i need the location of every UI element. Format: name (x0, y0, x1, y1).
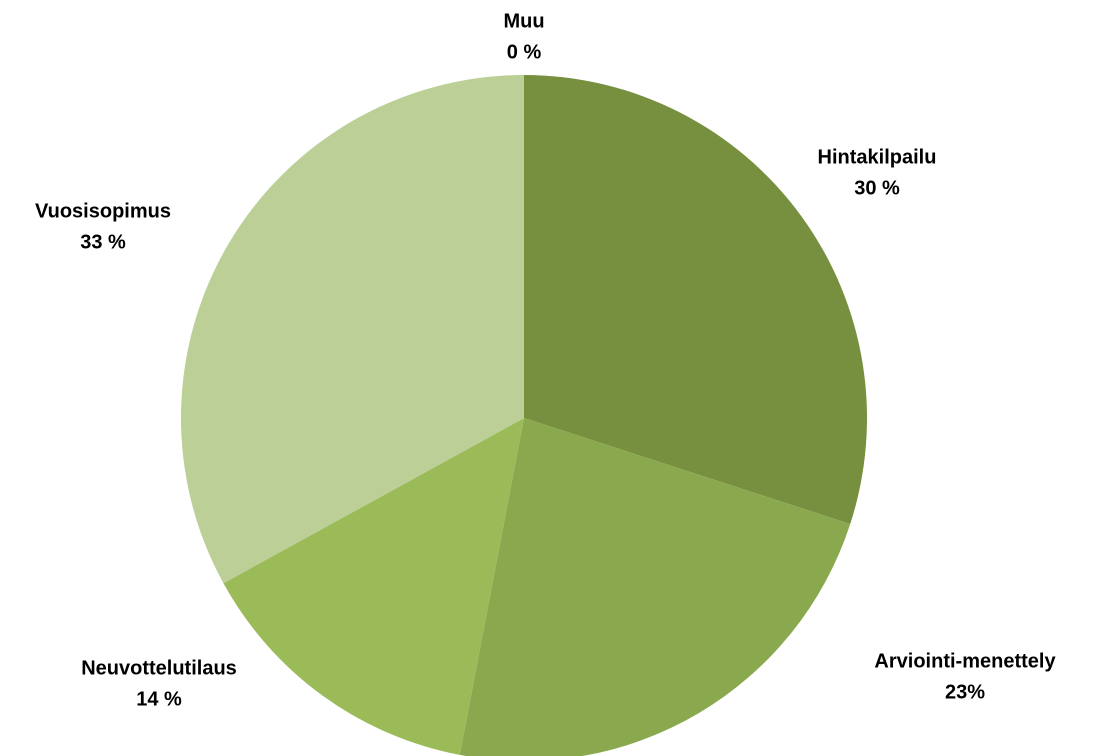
slice-value-label: 30 % (854, 177, 900, 199)
slice-label: Neuvottelutilaus (81, 657, 237, 679)
slice-label: Vuosisopimus (35, 200, 171, 222)
pie-slice (459, 418, 851, 756)
pie-slice (223, 418, 524, 755)
slice-label: Hintakilpailu (818, 146, 937, 168)
slice-label: Muu (503, 10, 544, 32)
slice-value-label: 33 % (80, 231, 126, 253)
slice-label: Arviointi-menettely (874, 650, 1056, 672)
pie-slice (524, 75, 868, 524)
slice-value-label: 0 % (507, 41, 542, 63)
pie-slice (180, 75, 524, 584)
slice-value-label: 14 % (136, 688, 182, 710)
slice-value-label: 23% (945, 681, 985, 703)
